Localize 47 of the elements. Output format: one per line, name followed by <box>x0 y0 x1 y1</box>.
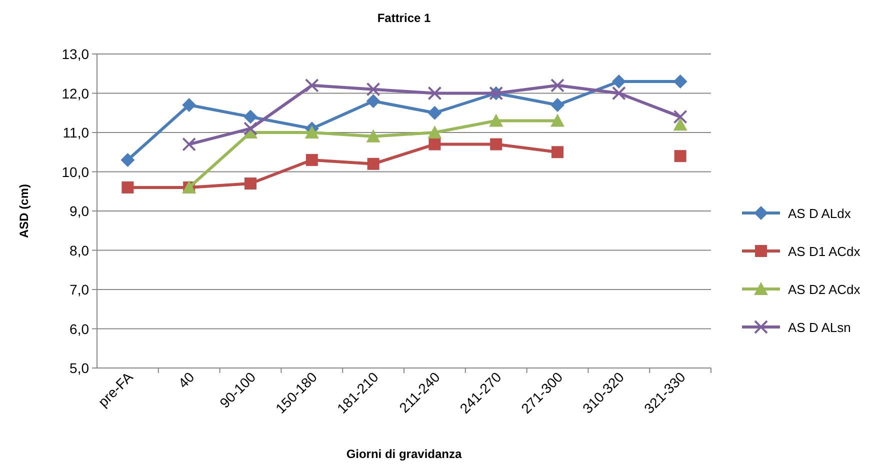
point <box>244 122 258 136</box>
legend-label: AS D1 ACdx <box>788 244 861 259</box>
point <box>366 82 380 96</box>
point <box>182 98 196 112</box>
point <box>122 181 134 194</box>
point <box>428 86 442 100</box>
point <box>489 114 504 127</box>
y-tick-label: 5,0 <box>70 360 90 376</box>
point <box>182 137 196 152</box>
y-tick-label: 9,0 <box>70 203 90 219</box>
point <box>673 118 688 131</box>
point <box>367 158 380 170</box>
x-tick-label: 40 <box>174 368 198 392</box>
point <box>306 154 318 166</box>
y-tick-label: 10,0 <box>62 164 90 180</box>
point <box>550 78 564 92</box>
y-tick-label: 6,0 <box>70 320 90 337</box>
point <box>612 74 626 88</box>
y-tick-label: 11,0 <box>62 124 90 140</box>
y-tick-label: 12,0 <box>62 85 90 102</box>
point <box>612 86 626 100</box>
point <box>673 110 688 124</box>
y-axis-title: ASD (cm) <box>17 184 31 238</box>
y-tick-label: 8,0 <box>70 242 90 258</box>
chart-title: Fattrice 1 <box>377 11 431 25</box>
legend-label: AS D ALdx <box>788 206 852 221</box>
point <box>120 152 135 167</box>
y-tick-label: 13,0 <box>62 46 90 62</box>
point <box>244 110 258 124</box>
point <box>428 106 442 120</box>
point <box>428 126 442 138</box>
point <box>366 129 380 142</box>
point <box>552 146 564 158</box>
point <box>428 138 441 150</box>
point <box>673 74 688 88</box>
point <box>550 98 564 112</box>
point <box>674 150 686 162</box>
y-tick-label: 7,0 <box>70 282 90 298</box>
legend-label: AS D2 ACdx <box>788 282 861 297</box>
point <box>244 178 256 190</box>
point <box>304 78 319 92</box>
x-axis-title: Giorni di gravidanza <box>346 447 462 461</box>
point <box>490 138 502 150</box>
point <box>366 94 380 108</box>
point <box>550 114 564 127</box>
legend-label: AS D ALsn <box>788 320 851 335</box>
point <box>304 126 319 138</box>
